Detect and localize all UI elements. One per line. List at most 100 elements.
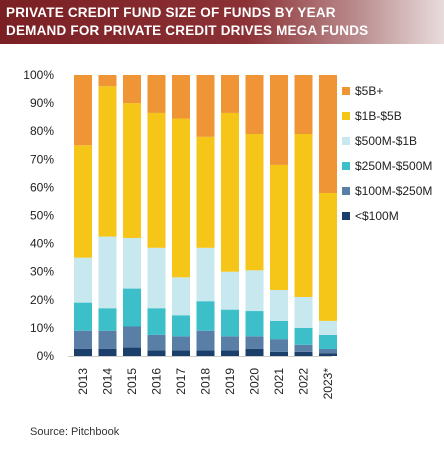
bar-segment bbox=[294, 296, 313, 328]
bar-segment bbox=[221, 350, 239, 356]
bar-segment bbox=[123, 326, 141, 348]
bar-segment bbox=[245, 348, 264, 356]
bar-segment bbox=[319, 334, 337, 349]
x-tick-label: 2015 bbox=[125, 368, 139, 395]
x-tick-label: 2016 bbox=[150, 368, 164, 395]
bar-segment bbox=[294, 351, 313, 356]
y-tick-label: 30% bbox=[30, 265, 54, 279]
bar-segment bbox=[196, 75, 215, 137]
stacked-bar-chart: 0% 10% 20% 30% 40% 50% 60% 70% 80% 90% 100% 2013 201… bbox=[23, 68, 432, 400]
bar-segment bbox=[221, 75, 239, 113]
y-tick-label: 100% bbox=[23, 68, 54, 82]
bar-segment bbox=[196, 301, 215, 331]
x-tick-label: 2022 bbox=[297, 368, 311, 395]
bar-segment bbox=[196, 330, 215, 351]
bar-segment bbox=[74, 145, 92, 258]
bar-segment bbox=[319, 75, 337, 194]
bar-segment bbox=[123, 347, 141, 356]
bar-segment bbox=[245, 311, 264, 337]
bar-segment bbox=[147, 75, 166, 113]
legend-label: $500M-$1B bbox=[355, 134, 417, 148]
bar-segment bbox=[294, 75, 313, 135]
y-tick-label: 60% bbox=[30, 180, 54, 194]
y-tick-label: 80% bbox=[30, 124, 54, 138]
bar-segment bbox=[147, 308, 166, 335]
bar-segment bbox=[74, 330, 92, 349]
bar-segment bbox=[147, 350, 166, 356]
bar-segment bbox=[123, 103, 141, 238]
x-tick-label: 2021 bbox=[272, 368, 286, 395]
bar-segment bbox=[221, 271, 239, 310]
x-tick-label: 2017 bbox=[174, 368, 188, 395]
bar-segment bbox=[270, 351, 288, 356]
bar-segment bbox=[319, 193, 337, 321]
legend-swatch bbox=[342, 187, 350, 195]
bar-segment bbox=[221, 112, 239, 272]
bar-segment bbox=[98, 348, 117, 356]
bar-segment bbox=[98, 86, 117, 237]
legend-swatch bbox=[342, 112, 350, 120]
bar-segment bbox=[98, 236, 117, 309]
bar-segment bbox=[147, 247, 166, 309]
bar-segment bbox=[294, 134, 313, 297]
source-note: Source: Pitchbook bbox=[30, 426, 120, 438]
bar-segment bbox=[221, 309, 239, 337]
y-tick-label: 70% bbox=[30, 152, 54, 166]
y-tick-label: 40% bbox=[30, 237, 54, 251]
bar-segment bbox=[196, 247, 215, 302]
chart-title: PRIVATE CREDIT FUND SIZE OF FUNDS BY YEA… bbox=[6, 5, 336, 20]
bar-segment bbox=[98, 330, 117, 349]
bar-segment bbox=[98, 75, 117, 87]
bar-segment bbox=[196, 136, 215, 248]
bar-segment bbox=[147, 334, 166, 351]
x-tick-label: 2014 bbox=[101, 368, 115, 395]
y-tick-label: 50% bbox=[30, 209, 54, 223]
legend-label: $1B-$5B bbox=[355, 109, 402, 123]
y-tick-label: 20% bbox=[30, 293, 54, 307]
bar-segment bbox=[294, 327, 313, 345]
legend-label: $5B+ bbox=[355, 84, 383, 98]
bar-segment bbox=[270, 164, 288, 290]
legend-swatch bbox=[342, 87, 350, 95]
bar-segment bbox=[74, 348, 92, 356]
bar-segment bbox=[319, 320, 337, 335]
bar-segment bbox=[123, 75, 141, 104]
bar-segment bbox=[294, 344, 313, 352]
x-tick-label: 2013 bbox=[76, 368, 90, 395]
bar-segment bbox=[172, 118, 190, 278]
y-tick-label: 0% bbox=[37, 349, 55, 363]
bar-segment bbox=[172, 75, 190, 119]
bar-segment bbox=[319, 348, 337, 354]
chart-subtitle: DEMAND FOR PRIVATE CREDIT DRIVES MEGA FU… bbox=[6, 23, 369, 38]
chart-header: PRIVATE CREDIT FUND SIZE OF FUNDS BY YEA… bbox=[0, 0, 444, 44]
legend-swatch bbox=[342, 212, 350, 220]
x-tick-label: 2023* bbox=[321, 368, 335, 400]
bar-segment bbox=[172, 277, 190, 316]
bar-segment bbox=[270, 320, 288, 340]
legend-swatch bbox=[342, 137, 350, 145]
bar-segment bbox=[98, 308, 117, 331]
bar-segment bbox=[172, 350, 190, 356]
bar-segment bbox=[147, 112, 166, 248]
bar-segment bbox=[270, 289, 288, 321]
bar-segment bbox=[172, 315, 190, 337]
bar-segment bbox=[245, 75, 264, 135]
bar-segment bbox=[123, 237, 141, 289]
bar-segment bbox=[319, 353, 337, 356]
legend-label: $100M-$250M bbox=[355, 184, 432, 198]
bar-segment bbox=[270, 75, 288, 165]
y-tick-label: 90% bbox=[30, 96, 54, 110]
bar-segment bbox=[74, 257, 92, 303]
legend-label: <$100M bbox=[355, 209, 399, 223]
legend-swatch bbox=[342, 162, 350, 170]
x-tick-label: 2019 bbox=[223, 368, 237, 395]
legend-label: $250M-$500M bbox=[355, 159, 432, 173]
x-tick-label: 2020 bbox=[248, 368, 262, 395]
bar-segment bbox=[270, 339, 288, 352]
bar-segment bbox=[172, 336, 190, 351]
bar-segment bbox=[245, 134, 264, 271]
y-tick-label: 10% bbox=[30, 321, 54, 335]
bar-segment bbox=[74, 302, 92, 331]
bar-segment bbox=[221, 336, 239, 351]
bar-segment bbox=[74, 75, 92, 146]
